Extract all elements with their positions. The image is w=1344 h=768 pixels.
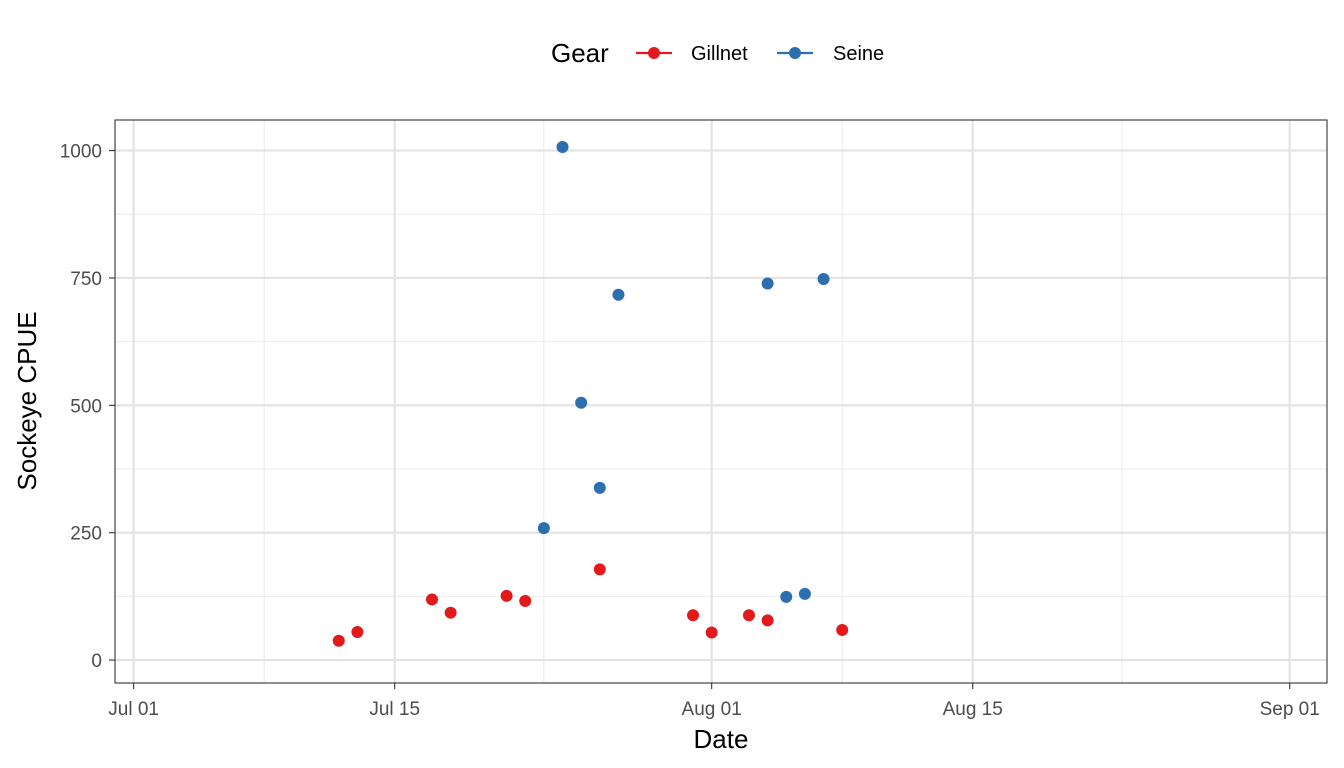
- data-point-gillnet: [761, 614, 774, 627]
- x-tick-label: Aug 01: [682, 699, 742, 720]
- data-point-seine: [537, 522, 550, 535]
- data-point-gillnet: [687, 609, 700, 622]
- data-point-gillnet: [836, 624, 849, 637]
- y-axis-title: Sockeye CPUE: [12, 311, 42, 490]
- y-tick-label: 500: [70, 396, 102, 417]
- data-point-seine: [761, 277, 774, 290]
- x-axis-title: Date: [694, 724, 749, 754]
- x-tick-label: Aug 15: [943, 699, 1003, 720]
- data-point-seine: [593, 481, 606, 494]
- data-point-gillnet: [425, 593, 438, 606]
- data-point-gillnet: [519, 594, 532, 607]
- data-point-seine: [780, 590, 793, 603]
- panel-border: [114, 119, 1328, 684]
- x-axis: Jul 01 Jul 15 Aug 01 Aug 15 Sep 01: [108, 683, 1320, 720]
- x-tick-label: Jul 01: [108, 699, 159, 720]
- y-tick-label: 0: [91, 651, 102, 672]
- legend: Gear Gillnet Seine: [551, 38, 884, 68]
- legend-title: Gear: [551, 38, 609, 68]
- grid-minor: [115, 120, 1327, 683]
- y-tick-label: 1000: [60, 142, 102, 163]
- y-tick-label: 250: [70, 524, 102, 545]
- legend-item-seine: Seine: [777, 43, 884, 65]
- data-point-seine: [556, 141, 569, 154]
- x-tick-label: Jul 15: [369, 699, 420, 720]
- data-point-seine: [612, 288, 625, 301]
- data-point-seine: [817, 272, 830, 285]
- data-point-gillnet: [351, 626, 364, 639]
- data-points: [332, 141, 849, 647]
- legend-item-gillnet: Gillnet: [636, 43, 748, 65]
- grid-major: [115, 120, 1327, 683]
- data-point-seine: [575, 396, 588, 409]
- legend-label: Seine: [833, 43, 884, 65]
- data-point-gillnet: [705, 626, 718, 639]
- data-point-seine: [798, 587, 811, 600]
- y-axis: 0 250 500 750 1000: [60, 142, 115, 672]
- legend-label: Gillnet: [691, 43, 748, 65]
- data-point-gillnet: [332, 634, 345, 647]
- legend-key-point: [648, 47, 660, 59]
- data-point-gillnet: [742, 609, 755, 622]
- data-point-gillnet: [444, 606, 457, 619]
- legend-key-point: [789, 47, 801, 59]
- data-point-gillnet: [593, 563, 606, 576]
- x-tick-label: Sep 01: [1260, 699, 1320, 720]
- data-point-gillnet: [500, 589, 513, 602]
- y-tick-label: 750: [70, 269, 102, 290]
